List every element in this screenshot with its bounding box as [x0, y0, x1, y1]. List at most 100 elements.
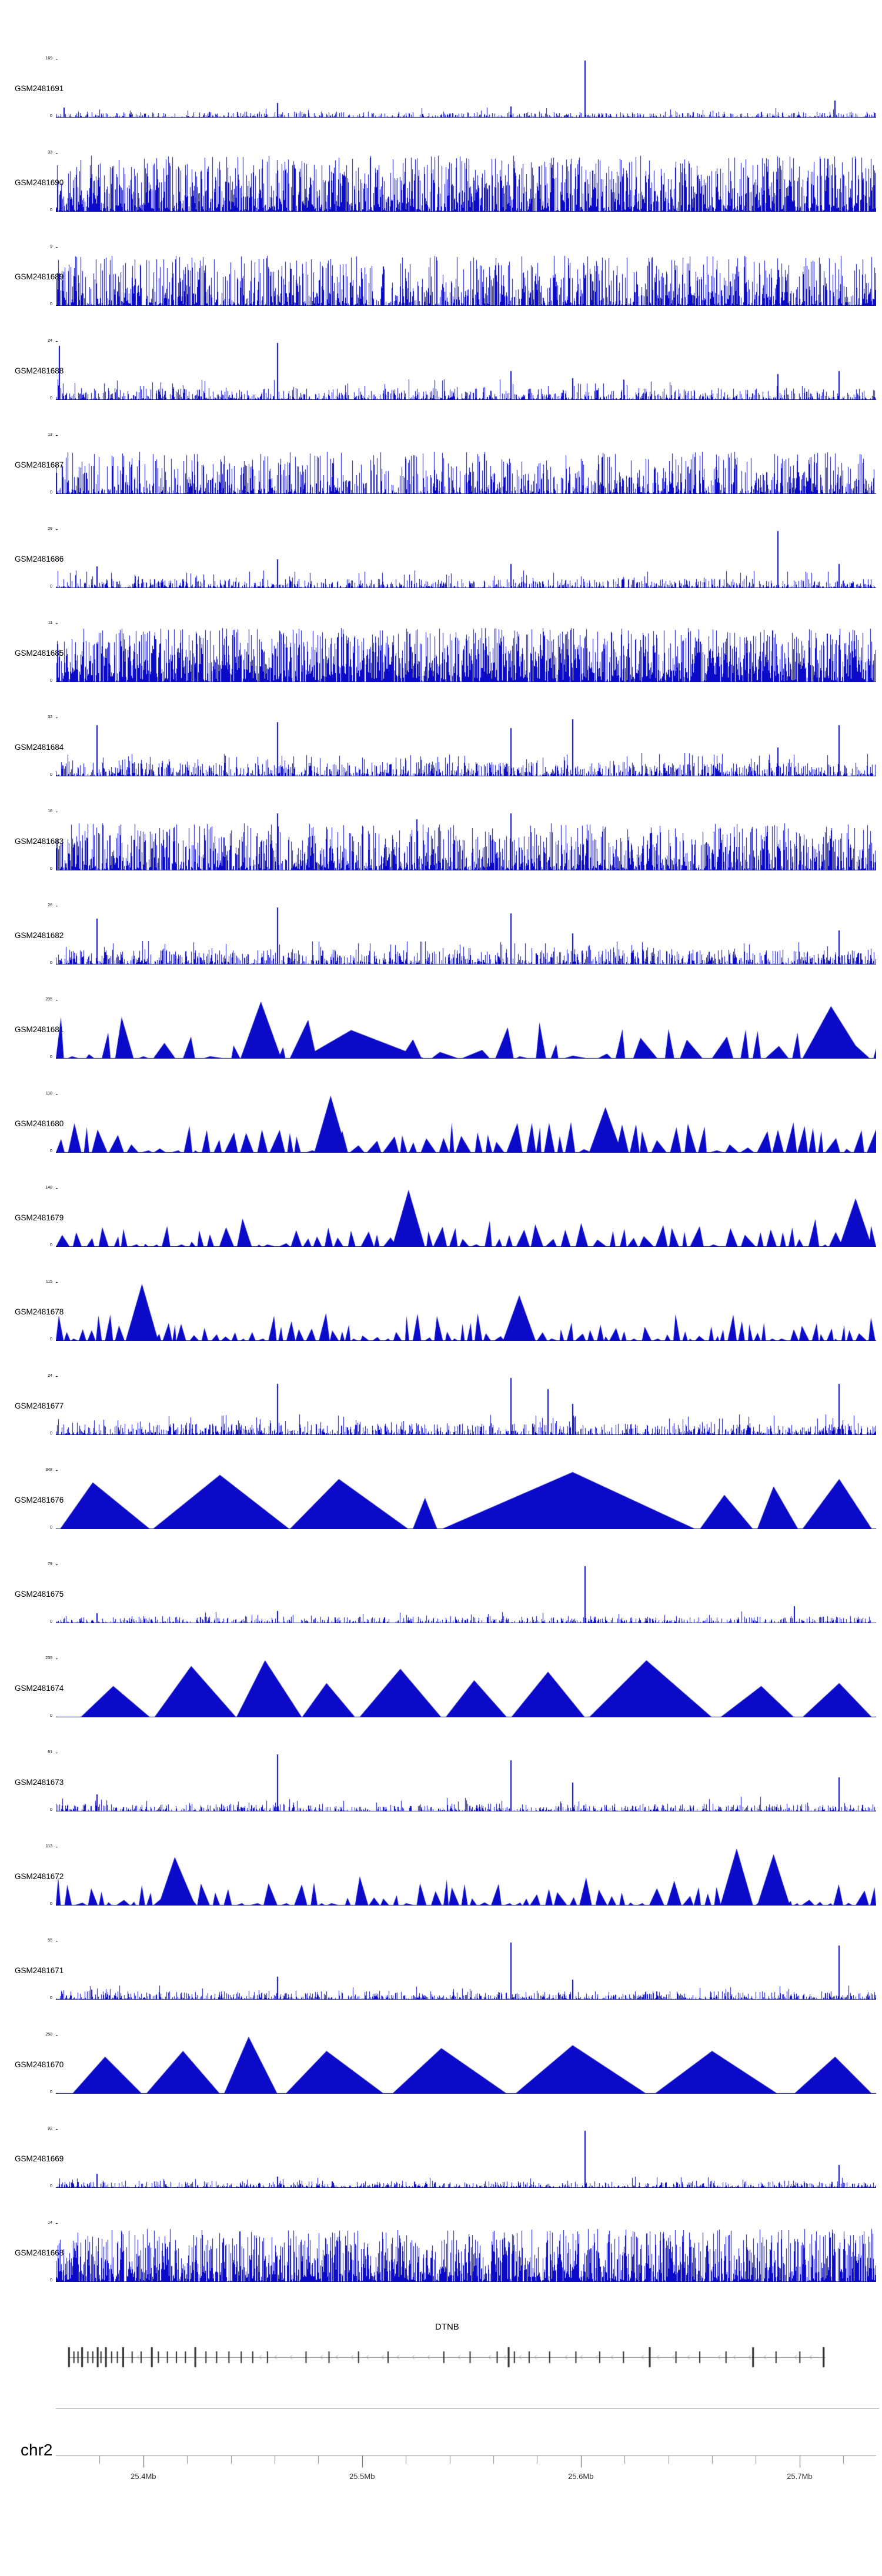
track-signal-plot — [56, 623, 876, 682]
track-row: GSM2481687 13 0 — [0, 409, 882, 503]
axis-tick-label: 25.5Mb — [349, 2472, 375, 2481]
axis-tick-label: 25.7Mb — [787, 2472, 813, 2481]
track-row: GSM2481668 14 0 — [0, 2197, 882, 2291]
track-signal-plot — [56, 718, 876, 776]
track-signal-plot — [56, 1188, 876, 1247]
track-row: GSM2481677 24 0 — [0, 1350, 882, 1444]
track-ymax-label: 24 — [48, 339, 52, 343]
track-label: GSM2481689 — [15, 272, 64, 281]
track-row: GSM2481685 11 0 — [0, 597, 882, 691]
signal-tracks: GSM2481691 169 0 GSM2481690 33 0 GSM2481689 9 0 G… — [0, 32, 882, 2291]
track-row: GSM2481691 169 0 — [0, 32, 882, 126]
track-row: GSM2481682 26 0 — [0, 879, 882, 973]
track-label: GSM2481671 — [15, 1966, 64, 1975]
track-row: GSM2481679 148 0 — [0, 1162, 882, 1256]
track-label: GSM2481670 — [15, 2060, 64, 2069]
track-ymin-label: 0 — [50, 1808, 52, 1812]
track-ymax-label: 348 — [45, 1468, 52, 1472]
track-label: GSM2481688 — [15, 366, 64, 375]
gene-name-label: DTNB — [435, 2322, 459, 2332]
track-label: GSM2481679 — [15, 1213, 64, 1222]
axis-tick-label: 25.6Mb — [568, 2472, 594, 2481]
track-signal-plot — [56, 1564, 876, 1623]
track-signal-plot — [56, 906, 876, 965]
track-signal-plot — [56, 435, 876, 494]
track-row: GSM2481681 205 0 — [0, 973, 882, 1067]
track-ymax-label: 16 — [48, 809, 52, 813]
track-ymin-label: 0 — [50, 961, 52, 965]
track-ymax-label: 9 — [50, 245, 52, 249]
track-label: GSM2481685 — [15, 649, 64, 658]
track-signal-plot — [56, 2223, 876, 2282]
track-row: GSM2481688 24 0 — [0, 315, 882, 409]
track-signal-plot — [56, 1094, 876, 1153]
track-ymax-label: 258 — [45, 2033, 52, 2037]
track-signal-plot — [56, 2129, 876, 2188]
track-ymin-label: 0 — [50, 773, 52, 777]
track-signal-plot — [56, 1470, 876, 1529]
axis-tick-label: 25.4Mb — [131, 2472, 156, 2481]
track-row: GSM2481689 9 0 — [0, 221, 882, 315]
track-ymin-label: 0 — [50, 679, 52, 683]
chromosome-label: chr2 — [21, 2441, 53, 2459]
track-signal-plot — [56, 1659, 876, 1717]
track-ymax-label: 79 — [48, 1562, 52, 1566]
track-row: GSM2481680 118 0 — [0, 1067, 882, 1162]
track-ymax-label: 118 — [45, 1092, 52, 1096]
track-ymin-label: 0 — [50, 1337, 52, 1342]
track-ymin-label: 0 — [50, 1620, 52, 1624]
track-ymin-label: 0 — [50, 1996, 52, 2000]
track-row: GSM2481686 29 0 — [0, 503, 882, 597]
track-label: GSM2481672 — [15, 1872, 64, 1881]
track-ymin-label: 0 — [50, 302, 52, 306]
track-signal-plot — [56, 247, 876, 306]
track-label: GSM2481681 — [15, 1025, 64, 1034]
track-ymin-label: 0 — [50, 396, 52, 401]
track-ymax-label: 235 — [45, 1656, 52, 1660]
track-ymax-label: 205 — [45, 997, 52, 1002]
track-signal-plot — [56, 1753, 876, 1811]
track-ymax-label: 24 — [48, 1374, 52, 1378]
track-label: GSM2481673 — [15, 1778, 64, 1787]
track-ymax-label: 115 — [45, 1280, 52, 1284]
track-row: GSM2481673 81 0 — [0, 1726, 882, 1820]
track-row: GSM2481690 33 0 — [0, 126, 882, 221]
track-ymax-label: 32 — [48, 715, 52, 719]
track-ymin-label: 0 — [50, 1714, 52, 1718]
track-signal-plot — [56, 2035, 876, 2094]
track-label: GSM2481683 — [15, 837, 64, 846]
track-signal-plot — [56, 529, 876, 588]
track-ymin-label: 0 — [50, 1149, 52, 1153]
track-ymin-label: 0 — [50, 2184, 52, 2188]
track-signal-plot — [56, 1941, 876, 2000]
track-signal-plot — [56, 153, 876, 212]
track-ymax-label: 14 — [48, 2221, 52, 2225]
track-row: GSM2481669 92 0 — [0, 2103, 882, 2197]
gene-model-track — [56, 2336, 876, 2377]
track-label: GSM2481686 — [15, 555, 64, 563]
track-row: GSM2481683 16 0 — [0, 785, 882, 879]
track-ymin-label: 0 — [50, 867, 52, 871]
track-ymax-label: 26 — [48, 903, 52, 907]
track-ymin-label: 0 — [50, 1526, 52, 1530]
track-ymin-label: 0 — [50, 2090, 52, 2094]
track-row: GSM2481670 258 0 — [0, 2008, 882, 2103]
track-label: GSM2481687 — [15, 461, 64, 469]
track-label: GSM2481676 — [15, 1496, 64, 1504]
track-ymax-label: 148 — [45, 1186, 52, 1190]
track-label: GSM2481669 — [15, 2154, 64, 2163]
track-row: GSM2481676 348 0 — [0, 1444, 882, 1538]
track-signal-plot — [56, 1000, 876, 1059]
track-signal-plot — [56, 1282, 876, 1341]
track-ymin-label: 0 — [50, 2278, 52, 2283]
track-ymin-label: 0 — [50, 1902, 52, 1906]
track-row: GSM2481684 32 0 — [0, 691, 882, 785]
track-label: GSM2481675 — [15, 1590, 64, 1599]
axis-separator-line — [56, 2408, 879, 2409]
track-label: GSM2481668 — [15, 2248, 64, 2257]
track-ymin-label: 0 — [50, 1055, 52, 1059]
track-ymax-label: 29 — [48, 527, 52, 531]
track-row: GSM2481671 55 0 — [0, 1914, 882, 2008]
track-signal-plot — [56, 1847, 876, 1906]
